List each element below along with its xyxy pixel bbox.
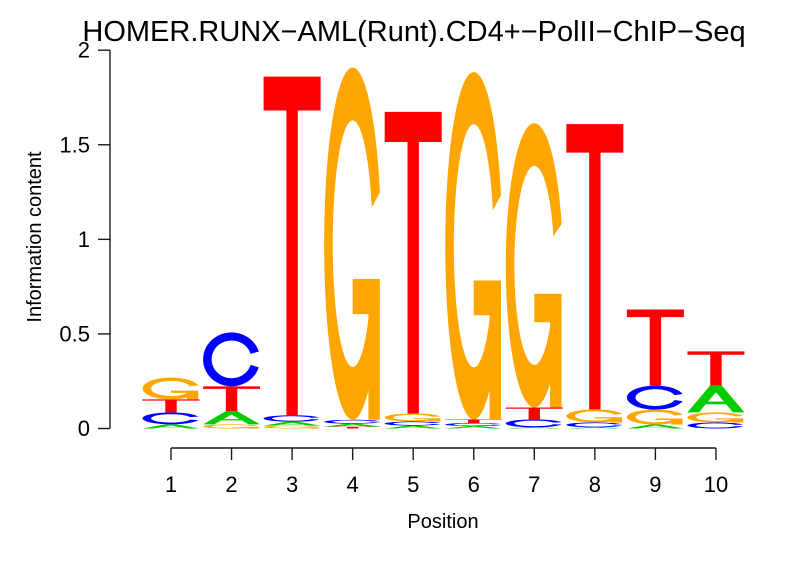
logo-letter-A (687, 385, 745, 413)
logo-letter-A (626, 424, 684, 429)
logo-column (626, 309, 684, 429)
logo-letter-C (445, 423, 501, 427)
logo-letter-T (324, 426, 382, 429)
logo-letter-G (263, 425, 320, 429)
y-axis: 0 0.5 1 1.5 2 (59, 38, 111, 441)
x-axis: 1 2 3 4 5 6 7 8 9 10 (165, 447, 728, 497)
logo-letter-A (505, 427, 563, 429)
logo-column (566, 124, 624, 429)
logo-letter-T (505, 407, 563, 420)
logo-column (142, 377, 200, 429)
logo-letter-C (687, 422, 744, 429)
x-tick-label: 3 (286, 472, 298, 497)
x-tick-label: 5 (407, 472, 419, 497)
logo-letter-T (263, 76, 321, 416)
x-tick-label: 9 (649, 472, 661, 497)
logo-letter-A (263, 421, 321, 426)
logo-letter-A (203, 411, 261, 425)
logo-letter-A (445, 426, 503, 429)
logo-column (505, 123, 563, 429)
x-tick-label: 10 (704, 472, 728, 497)
logo-letter-A (324, 423, 382, 427)
y-tick-label: 0 (78, 416, 90, 441)
x-axis-label: Position (407, 511, 478, 533)
logo-letter-C (626, 385, 683, 410)
y-tick-label: 2 (78, 38, 90, 63)
logo-letter-G (384, 413, 441, 422)
logo-column (384, 111, 442, 429)
logo-letter-C (203, 332, 259, 387)
x-tick-label: 4 (347, 472, 359, 497)
logo-column (263, 76, 321, 429)
logo-letter-C (263, 415, 320, 422)
logo-column (687, 351, 745, 429)
logo-letter-G (203, 424, 259, 429)
y-tick-label: 1.5 (59, 132, 90, 157)
y-axis-label: Information content (24, 151, 46, 323)
logo-column (203, 332, 261, 429)
logo-stacks (142, 67, 745, 429)
logo-letter-T (445, 419, 503, 424)
logo-letter-T (384, 111, 442, 414)
y-tick-label: 1 (78, 227, 90, 252)
logo-letter-G (626, 409, 683, 425)
x-tick-label: 8 (589, 472, 601, 497)
logo-letter-G (566, 409, 623, 423)
logo-column (445, 72, 503, 429)
logo-letter-G (324, 67, 380, 420)
x-tick-label: 2 (225, 472, 237, 497)
logo-letter-C (505, 419, 562, 428)
x-tick-label: 7 (528, 472, 540, 497)
logo-letter-G (142, 377, 199, 400)
logo-letter-G (687, 412, 744, 423)
logo-letter-G (445, 72, 501, 420)
logo-letter-G (505, 123, 562, 408)
chart-title: HOMER.RUNX−AML(Runt).CD4+−PolII−ChIP−Seq (82, 16, 745, 48)
x-tick-label: 1 (165, 472, 177, 497)
logo-column (324, 67, 382, 429)
logo-letter-C (142, 412, 199, 425)
logo-letter-T (203, 386, 261, 412)
y-tick-label: 0.5 (59, 321, 90, 346)
logo-letter-A (566, 427, 624, 429)
logo-letter-C (566, 422, 623, 428)
logo-letter-C (384, 421, 441, 426)
logo-letter-T (626, 309, 684, 386)
logo-letter-T (566, 124, 624, 410)
logo-letter-A (384, 425, 442, 429)
x-tick-label: 6 (468, 472, 480, 497)
logo-letter-C (324, 419, 380, 424)
logo-letter-T (142, 399, 200, 413)
logo-letter-T (687, 351, 745, 386)
logo-letter-A (142, 424, 200, 429)
